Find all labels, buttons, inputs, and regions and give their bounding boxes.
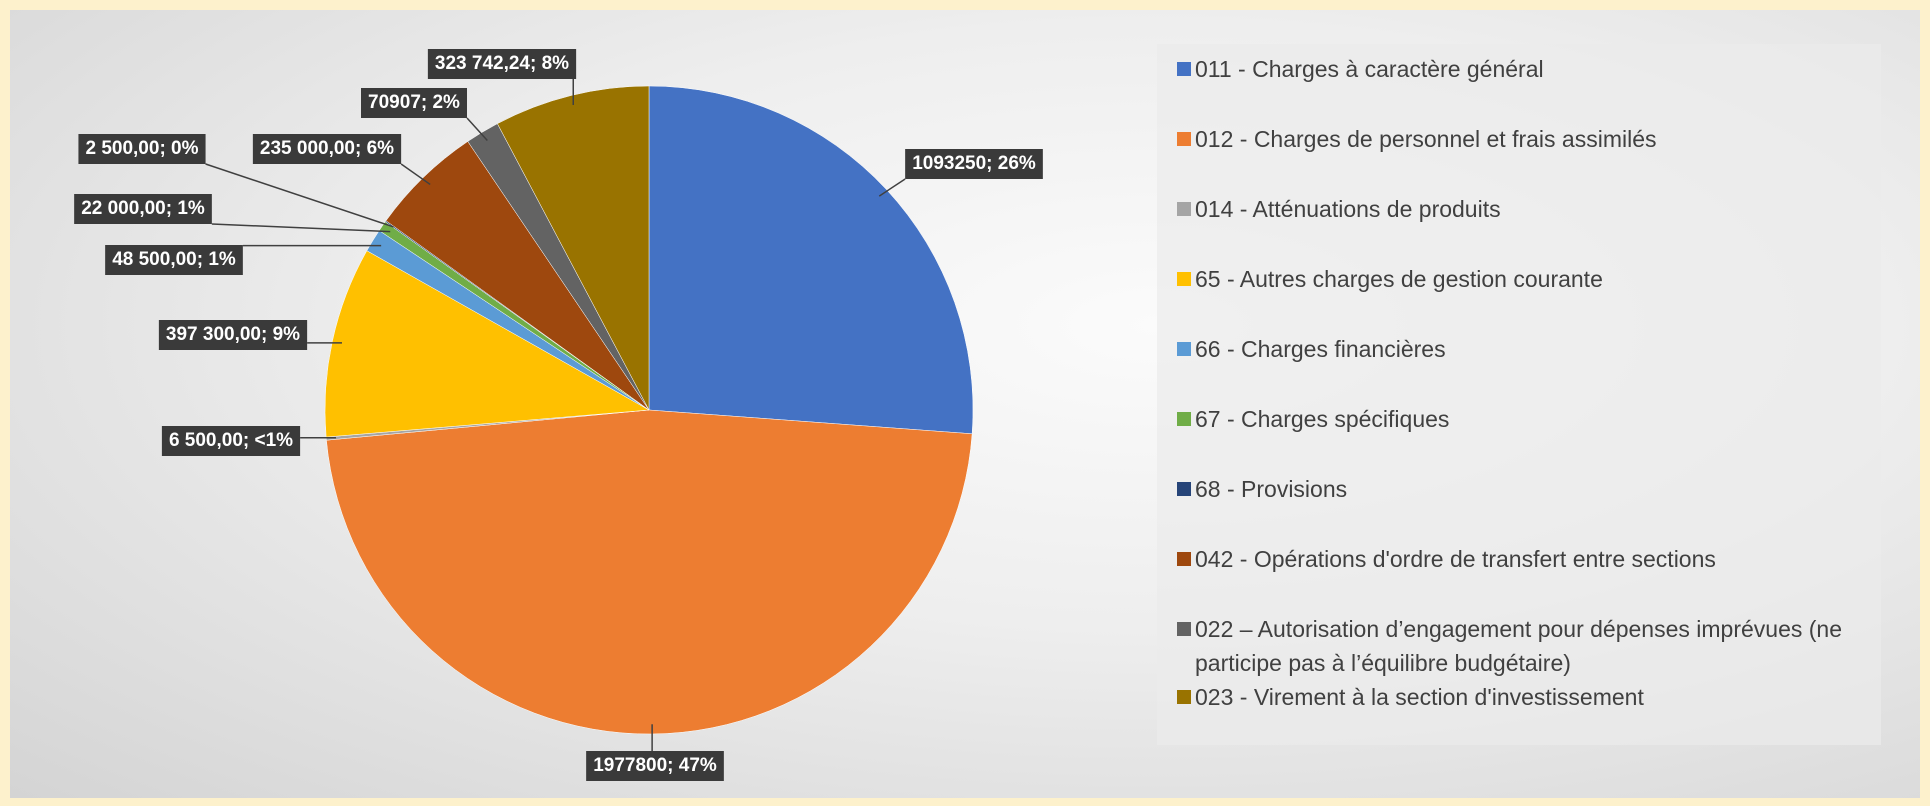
legend-item: 022 – Autorisation d’engagement pour dép… bbox=[1169, 612, 1900, 680]
data-label-text: 397 300,00; 9% bbox=[166, 324, 300, 345]
leader-line bbox=[878, 178, 906, 197]
data-label-text: 70907; 2% bbox=[368, 92, 460, 113]
data-label-text: 1977800; 47% bbox=[593, 755, 717, 776]
pie-slice bbox=[648, 85, 974, 435]
legend-swatch bbox=[1177, 622, 1191, 636]
legend-label: 023 - Virement à la section d'investisse… bbox=[1195, 684, 1644, 710]
data-label: 48 500,00; 1% bbox=[105, 244, 382, 275]
data-label-text: 1093250; 26% bbox=[912, 153, 1036, 174]
label-box bbox=[252, 134, 402, 164]
legend-swatch bbox=[1177, 62, 1191, 76]
data-label: 323 742,24; 8% bbox=[427, 49, 577, 105]
data-label: 1093250; 26% bbox=[878, 149, 1043, 197]
legend-swatch bbox=[1177, 412, 1191, 426]
legend-item: 67 - Charges spécifiques bbox=[1169, 402, 1900, 436]
data-label-text: 48 500,00; 1% bbox=[112, 249, 236, 270]
data-label: 22 000,00; 1% bbox=[74, 194, 391, 233]
label-box bbox=[905, 149, 1043, 179]
legend-item: 65 - Autres charges de gestion courante bbox=[1169, 262, 1900, 296]
label-box bbox=[74, 194, 212, 224]
label-box bbox=[427, 49, 577, 79]
data-label: 2 500,00; 0% bbox=[78, 134, 394, 228]
legend-label: 042 - Opérations d'ordre de transfert en… bbox=[1195, 546, 1716, 572]
data-label: 6 500,00; <1% bbox=[161, 426, 336, 456]
legend-swatch bbox=[1177, 272, 1191, 286]
legend-swatch bbox=[1177, 132, 1191, 146]
pie-slice bbox=[497, 85, 650, 411]
legend-swatch bbox=[1177, 552, 1191, 566]
label-box bbox=[586, 751, 724, 781]
data-label-text: 2 500,00; 0% bbox=[85, 138, 198, 159]
legend-item: 042 - Opérations d'ordre de transfert en… bbox=[1169, 542, 1900, 576]
label-box bbox=[78, 134, 206, 164]
leader-line bbox=[400, 163, 431, 186]
data-label: 1977800; 47% bbox=[586, 724, 724, 781]
legend-item: 014 - Atténuations de produits bbox=[1169, 192, 1900, 226]
legend-label: 65 - Autres charges de gestion courante bbox=[1195, 266, 1603, 292]
legend-item: 012 - Charges de personnel et frais assi… bbox=[1169, 122, 1900, 156]
legend-swatch bbox=[1177, 690, 1191, 704]
pie-slice bbox=[326, 409, 973, 735]
legend-swatch bbox=[1177, 482, 1191, 496]
data-label: 70907; 2% bbox=[360, 88, 488, 141]
legend-item: 68 - Provisions bbox=[1169, 472, 1900, 506]
legend-label: 68 - Provisions bbox=[1195, 476, 1348, 502]
legend-label: 014 - Atténuations de produits bbox=[1195, 196, 1501, 222]
label-box bbox=[360, 88, 468, 118]
leader-line bbox=[205, 163, 394, 228]
pie-slice bbox=[324, 250, 650, 438]
data-label-text: 235 000,00; 6% bbox=[260, 138, 394, 159]
legend-item: 66 - Charges financières bbox=[1169, 332, 1900, 366]
data-label-text: 22 000,00; 1% bbox=[81, 198, 205, 219]
legend-label: 66 - Charges financières bbox=[1195, 336, 1446, 362]
data-label: 397 300,00; 9% bbox=[158, 320, 342, 350]
legend: 011 - Charges à caractère général 012 - C… bbox=[1157, 44, 1881, 745]
legend-label: 011 - Charges à caractère général bbox=[1195, 56, 1544, 82]
leader-line bbox=[466, 117, 488, 141]
legend-label: 67 - Charges spécifiques bbox=[1195, 406, 1450, 432]
legend-label: 022 – Autorisation d’engagement pour dép… bbox=[1195, 616, 1842, 676]
legend-item: 011 - Charges à caractère général bbox=[1169, 52, 1900, 86]
legend-swatch bbox=[1177, 342, 1191, 356]
label-box bbox=[105, 245, 243, 275]
data-label: 235 000,00; 6% bbox=[252, 134, 431, 186]
data-label-text: 6 500,00; <1% bbox=[169, 430, 293, 451]
legend-swatch bbox=[1177, 202, 1191, 216]
label-box bbox=[161, 426, 301, 456]
label-box bbox=[158, 320, 308, 350]
legend-item: 023 - Virement à la section d'investisse… bbox=[1169, 680, 1900, 714]
leader-line bbox=[211, 223, 391, 233]
data-label-text: 323 742,24; 8% bbox=[435, 53, 569, 74]
legend-label: 012 - Charges de personnel et frais assi… bbox=[1195, 126, 1657, 152]
